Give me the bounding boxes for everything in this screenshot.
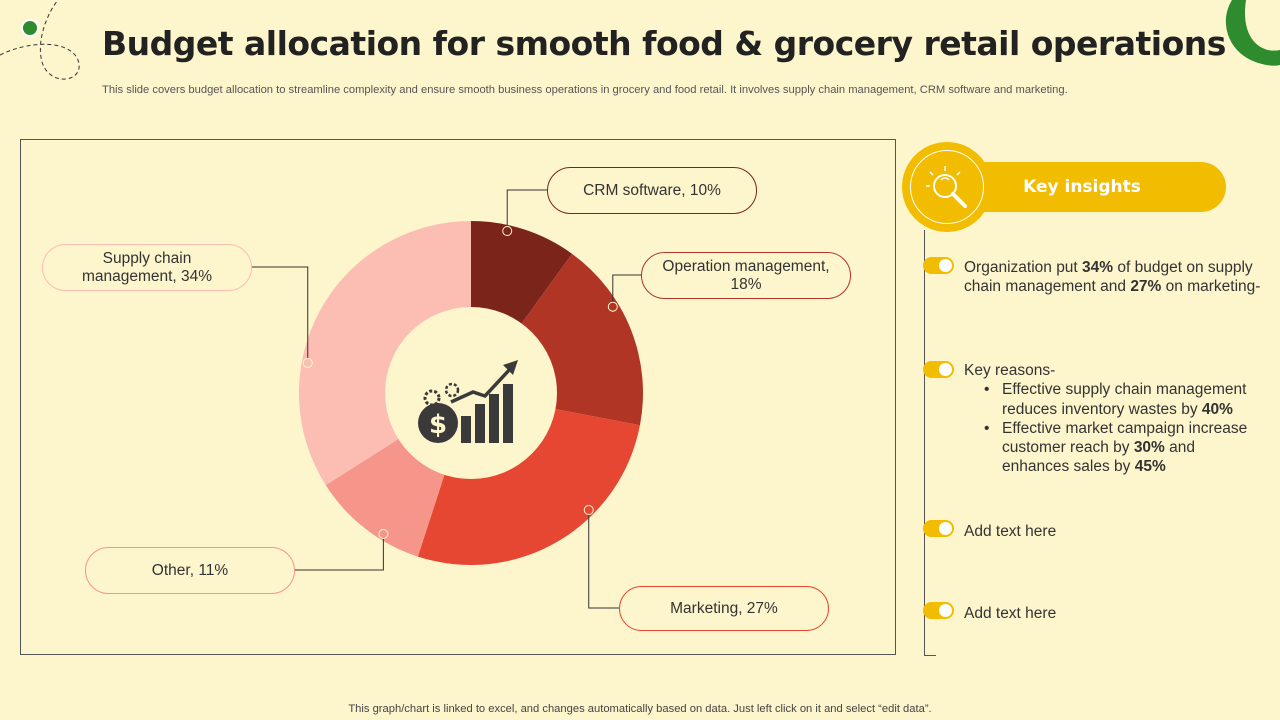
insight-item-1: Organization put 34% of budget on supply…: [964, 259, 1261, 296]
leader-dot-other: [378, 528, 389, 539]
insight-toggle-4[interactable]: [923, 602, 954, 619]
page-subtitle: This slide covers budget allocation to s…: [102, 84, 1068, 96]
insights-timeline: [924, 230, 925, 656]
slice-label-other: Other, 11%: [85, 547, 295, 594]
chart-frame[interactable]: $ CRM software, 10% Operation management…: [20, 139, 896, 655]
insight-toggle-1[interactable]: [923, 257, 954, 274]
insight-item-3: Add text here: [964, 523, 1057, 540]
reason-bullet-1: Effective supply chain management reduce…: [984, 380, 1264, 419]
svg-text:$: $: [429, 410, 447, 440]
donut-chart[interactable]: $: [21, 140, 897, 656]
insight-toggle-3[interactable]: [923, 520, 954, 537]
leader-line-marketing: [588, 510, 619, 609]
leader-line-crm-software: [506, 189, 547, 231]
slice-label-operation-management: Operation management, 18%: [641, 252, 851, 299]
green-dot-icon: [21, 19, 39, 37]
leader-line-supply-chain-management: [252, 266, 309, 363]
key-insights-title: Key insights: [1023, 177, 1141, 197]
key-insights-header: [960, 162, 1226, 212]
lightbulb-magnifier-icon: [902, 142, 992, 232]
slice-label-crm-software: CRM software, 10%: [547, 167, 757, 214]
leader-line-operation-management: [612, 274, 641, 307]
slice-label-supply-chain-management: Supply chain management, 34%: [42, 244, 252, 291]
page-title: Budget allocation for smooth food & groc…: [102, 24, 1226, 63]
leader-dot-supply-chain-management: [302, 357, 313, 368]
leader-line-other: [295, 533, 384, 571]
footer-note: This graph/chart is linked to excel, and…: [348, 703, 932, 715]
reason-bullet-2: Effective market campaign increase custo…: [984, 419, 1264, 477]
leader-dot-marketing: [583, 505, 594, 516]
decorative-ornaments: [0, 0, 1280, 80]
insight-item-4: Add text here: [964, 605, 1057, 622]
leader-dot-crm-software: [502, 225, 513, 236]
insight-item-2: Key reasons- Effective supply chain mana…: [964, 361, 1264, 477]
slice-label-marketing: Marketing, 27%: [619, 586, 829, 631]
leader-dot-operation-management: [607, 301, 618, 312]
insight-toggle-2[interactable]: [923, 361, 954, 378]
money-growth-chart-icon: $: [418, 360, 518, 443]
green-ring-icon: [1225, 0, 1280, 66]
timeline-end-tick: [924, 655, 936, 656]
